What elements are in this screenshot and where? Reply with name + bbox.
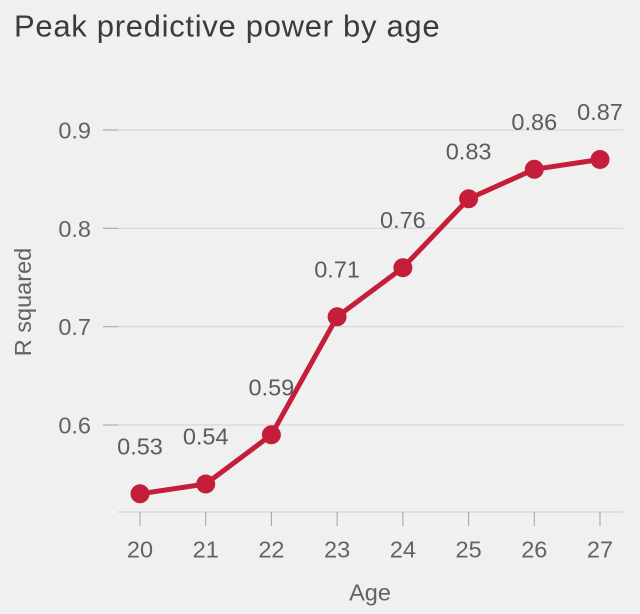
svg-text:22: 22 xyxy=(258,537,284,563)
svg-text:0.59: 0.59 xyxy=(249,374,295,400)
svg-text:0.83: 0.83 xyxy=(446,138,492,164)
svg-text:0.71: 0.71 xyxy=(314,256,360,282)
svg-text:Peak predictive power by age: Peak predictive power by age xyxy=(14,9,440,44)
svg-text:26: 26 xyxy=(521,537,547,563)
svg-text:27: 27 xyxy=(587,537,613,563)
svg-text:0.7: 0.7 xyxy=(58,314,91,340)
svg-text:0.87: 0.87 xyxy=(577,99,623,125)
svg-text:25: 25 xyxy=(456,537,482,563)
svg-text:R squared: R squared xyxy=(10,248,36,356)
svg-text:0.9: 0.9 xyxy=(58,118,91,144)
svg-text:0.8: 0.8 xyxy=(58,216,91,242)
svg-text:0.6: 0.6 xyxy=(58,413,91,439)
svg-text:Age: Age xyxy=(349,580,391,606)
svg-text:0.53: 0.53 xyxy=(117,433,163,459)
svg-text:0.76: 0.76 xyxy=(380,207,426,233)
svg-text:0.54: 0.54 xyxy=(183,424,229,450)
svg-text:21: 21 xyxy=(193,537,219,563)
svg-text:0.86: 0.86 xyxy=(511,109,557,135)
svg-text:20: 20 xyxy=(127,537,153,563)
svg-text:23: 23 xyxy=(324,537,350,563)
svg-text:24: 24 xyxy=(390,537,416,563)
